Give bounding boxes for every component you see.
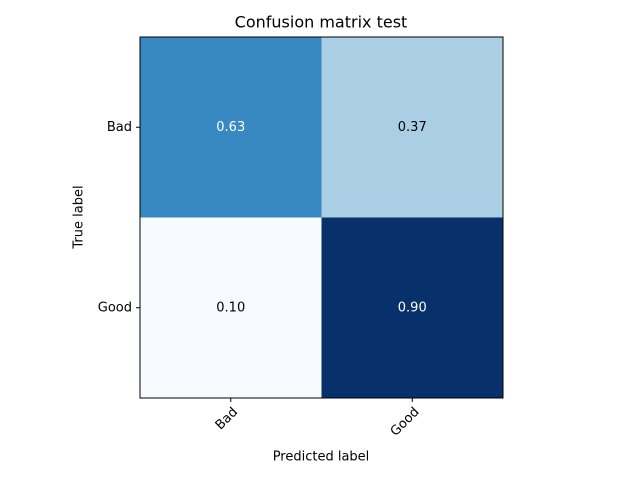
y-axis-label: True label [72,185,87,249]
chart-title: Confusion matrix test [235,13,408,32]
heatmap-cell [321,217,504,399]
heatmap-cell [321,37,504,218]
cell-value-label: 0.10 [216,300,245,315]
plot-frame [139,36,504,399]
heatmap-cell [140,37,322,218]
cell-value-label: 0.63 [216,120,245,135]
heatmap-cell [140,217,322,399]
y-tick-label: Good [98,300,132,315]
x-axis-label: Predicted label [273,450,370,465]
cell-value-label: 0.37 [398,120,427,135]
cell-value-label: 0.90 [398,300,427,315]
x-tick-label: Good [388,405,423,440]
x-tick-label: Bad [213,405,241,433]
y-tick-label: Bad [107,120,132,135]
